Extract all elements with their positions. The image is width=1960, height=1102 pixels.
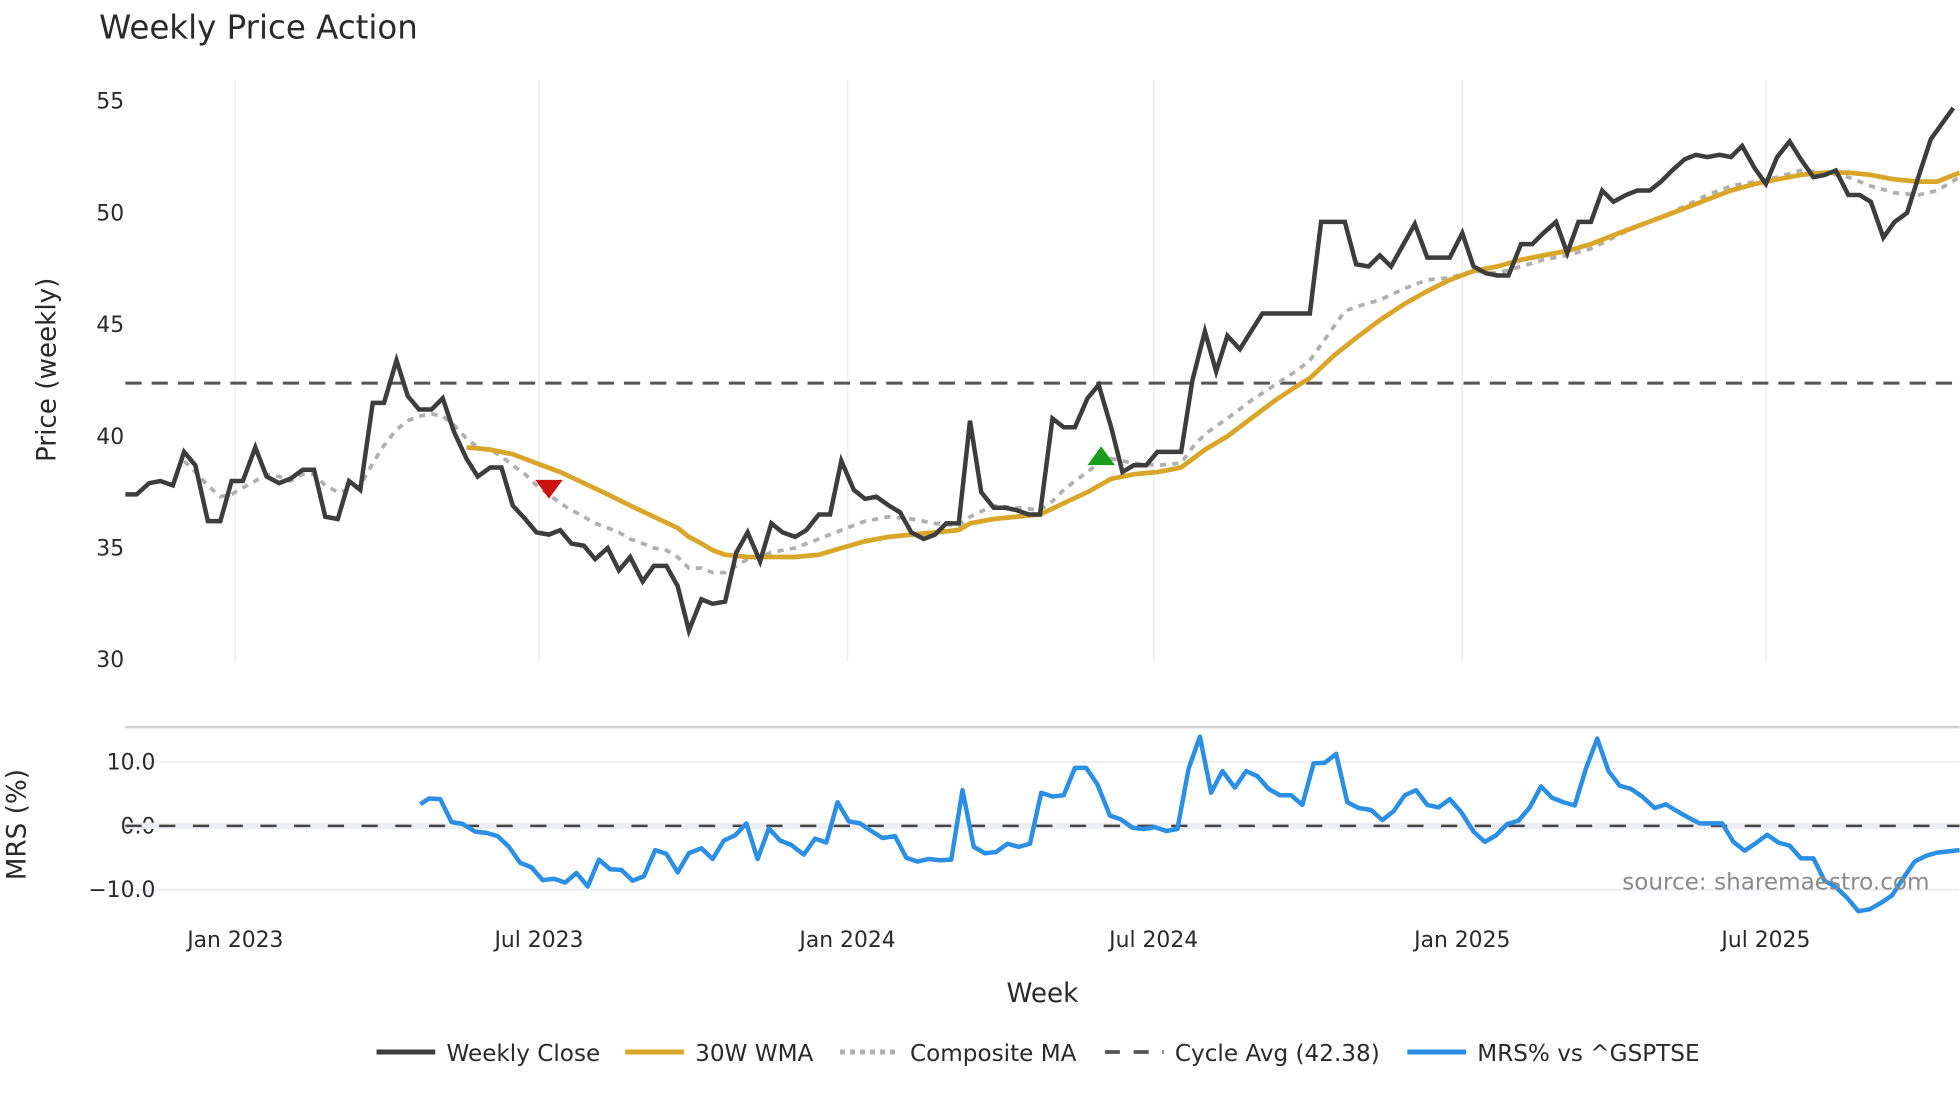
x-tick-label: Jul 2024 [1107,928,1198,953]
source-watermark: source: sharemaestro.com [1622,870,1929,896]
legend-label: Cycle Avg (42.38) [1175,1041,1380,1067]
legend-item[interactable]: Cycle Avg (42.38) [1104,1041,1380,1067]
wma-30w-line [466,170,1960,560]
price-panel: 55 50 45 40 35 30 Price (weekly) [32,79,1960,673]
buy-signal-triangle-up-icon [1087,446,1115,466]
x-tick-label: Jan 2023 [185,928,283,953]
legend-item[interactable]: Weekly Close [376,1041,601,1067]
legend-label: Weekly Close [446,1041,600,1067]
y-tick-label: 40 [96,425,124,450]
sell-signal-triangle-down-icon [535,479,563,499]
mrs-panel: 10.00.0−10.0 MRS (%) source: sharemaestr… [2,734,1960,914]
y-tick-label: 10.0 [107,751,156,776]
mrs-line [419,734,1960,914]
weekly-close-line [125,106,1956,639]
legend: Weekly Close 30W WMA Composite MA Cycle Avg… [376,1041,1700,1067]
legend-item[interactable]: Composite MA [840,1041,1077,1067]
legend-label: Composite MA [910,1041,1077,1067]
legend-label: MRS% vs ^GSPTSE [1477,1041,1699,1067]
y-tick-label: −10.0 [88,878,155,903]
y-tick-label: 50 [96,201,124,226]
x-tick-label: Jan 2025 [1412,928,1510,953]
price-vertical-gridlines [234,79,1767,663]
price-y-axis-title: Price (weekly) [32,278,62,462]
x-tick-label: Jul 2023 [492,928,583,953]
composite-ma-line [182,168,1960,575]
y-tick-label: 30 [96,648,124,673]
x-axis-title: Week [1007,979,1080,1009]
y-tick-label: 55 [96,90,124,115]
mrs-y-axis-ticks: 10.00.0−10.0 [88,751,155,903]
mrs-y-axis-title: MRS (%) [2,769,32,880]
legend-item[interactable]: MRS% vs ^GSPTSE [1407,1041,1700,1067]
price-y-axis-ticks: 55 50 45 40 35 30 [96,90,124,673]
x-tick-label: Jan 2024 [797,928,895,953]
x-tick-label: Jul 2025 [1719,928,1810,953]
chart-title: Weekly Price Action [99,9,418,47]
y-tick-label: 45 [96,313,124,338]
legend-item[interactable]: 30W WMA [625,1041,814,1067]
legend-label: 30W WMA [695,1041,813,1067]
y-tick-label: 35 [96,536,124,561]
mrs-horizontal-gridlines [125,761,1960,891]
x-axis-ticks: Jan 2023 Jul 2023 Jan 2024 Jul 2024 Jan 2025… [185,928,1810,953]
